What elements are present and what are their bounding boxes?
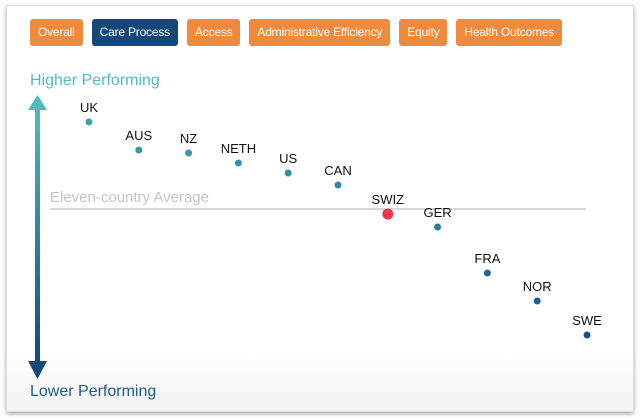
point-label-uk: UK [80,100,98,115]
point-label-nz: NZ [180,131,197,146]
point-label-neth: NETH [221,141,256,156]
performance-arrow-icon [28,95,47,379]
point-label-aus: AUS [125,128,152,143]
point-label-fra: FRA [474,251,500,266]
point-label-can: CAN [324,163,351,178]
point-nor[interactable] [533,297,541,305]
point-ger[interactable] [434,223,442,231]
point-label-ger: GER [424,205,452,220]
point-us[interactable] [284,169,292,177]
point-can[interactable] [334,181,342,189]
tab-overall[interactable]: Overall [30,19,83,46]
category-tabs: Overall Care Process Access Administrati… [30,19,563,46]
lower-performing-label: Lower Performing [30,383,157,400]
tab-equity[interactable]: Equity [399,19,448,46]
tab-health-outcomes[interactable]: Health Outcomes [456,19,563,46]
point-swiz[interactable] [382,208,394,220]
point-uk[interactable] [85,118,93,126]
point-fra[interactable] [483,269,491,277]
point-aus[interactable] [135,146,143,154]
point-label-swe: SWE [572,313,602,328]
point-swe[interactable] [583,331,591,339]
point-label-swiz: SWIZ [372,192,405,207]
tab-care-process[interactable]: Care Process [91,19,178,46]
higher-performing-label: Higher Performing [30,72,160,89]
average-label: Eleven-country Average [50,189,209,206]
point-nz[interactable] [185,149,193,157]
point-neth[interactable] [234,159,242,167]
tab-access[interactable]: Access [186,19,241,46]
tab-administrative-efficiency[interactable]: Administrative Efficiency [249,19,391,46]
point-label-us: US [279,151,297,166]
point-label-nor: NOR [523,279,552,294]
